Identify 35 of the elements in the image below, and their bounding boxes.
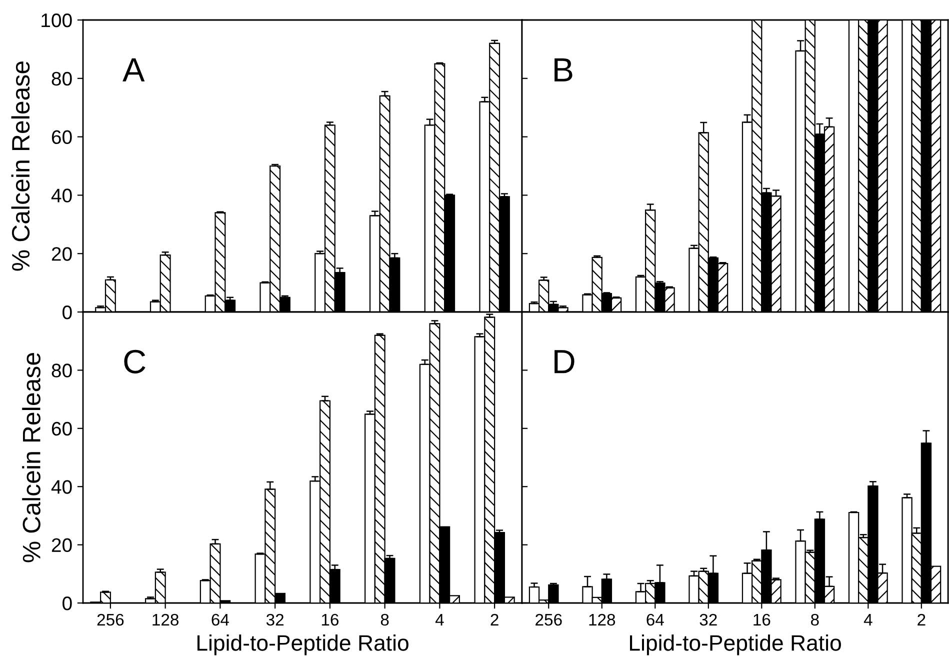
x-axis-title: Lipid-to-Peptide Ratio [630,634,841,656]
y-axis-title: % Calcein Release [22,353,40,562]
y-tick-label: 20 [52,247,72,261]
y-axis-title: % Calcein Release [11,62,30,271]
x-tick-label: 8 [380,614,389,626]
x-tick-label: 16 [322,614,338,626]
x-tick-label: 32 [700,614,717,626]
y-tick-label: 100 [42,13,72,28]
x-tick-label: 4 [864,614,872,626]
annotation: B [554,58,572,82]
x-axis-title: Lipid-to-Peptide Ratio [197,634,408,656]
x-tick-label: 128 [589,614,616,626]
x-tick-label: 256 [97,614,124,626]
x-tick-label: 2 [490,614,498,626]
y-tick-label: 60 [52,130,72,144]
y-tick-label: 0 [62,596,72,610]
x-tick-label: 128 [152,614,178,626]
x-tick-label: 256 [536,614,562,626]
x-tick-label: 32 [266,614,284,626]
y-tick-label: 20 [52,538,72,552]
x-tick-label: 2 [918,614,926,626]
x-tick-label: 4 [435,614,444,626]
y-tick-label: 80 [52,364,72,378]
x-tick-label: 64 [212,614,229,626]
x-tick-label: 64 [646,614,664,626]
y-tick-label: 80 [52,72,72,86]
y-tick-label: 60 [52,422,72,436]
x-tick-label: 8 [811,614,819,626]
y-tick-label: 40 [51,480,72,494]
annotation: A [122,58,145,82]
annotation: C [124,350,146,374]
y-tick-label: 40 [51,188,72,202]
y-tick-label: 0 [62,305,72,320]
x-tick-label: 16 [754,614,770,626]
annotation: D [554,350,574,374]
